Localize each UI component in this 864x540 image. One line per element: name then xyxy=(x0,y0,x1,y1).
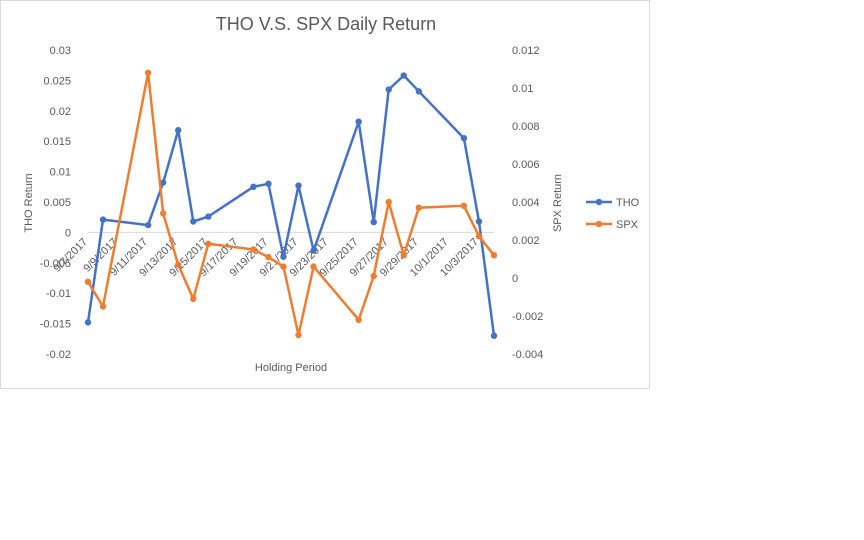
tho-data-point xyxy=(265,180,272,187)
tho-data-point xyxy=(280,253,287,260)
tho-data-point xyxy=(84,319,92,326)
left-tick-label: -0.01 xyxy=(46,288,71,300)
left-tick-label: 0.03 xyxy=(50,45,71,57)
legend-spx-label: SPX xyxy=(616,219,639,231)
tho-data-point xyxy=(144,221,152,229)
left-tick-label: -0.02 xyxy=(46,349,71,361)
chart-svg: THO V.S. SPX Daily Return 0.030.0250.020… xyxy=(23,14,640,374)
right-tick-label: -0.002 xyxy=(512,311,543,323)
x-axis-title: Holding Period xyxy=(255,362,327,374)
spx-data-point xyxy=(205,240,212,247)
tho-data-point xyxy=(475,218,483,225)
chart-area: THO V.S. SPX Daily Return 0.03 0.025 0.02 0… xyxy=(0,0,650,389)
left-axis-title: THO Return xyxy=(23,173,35,232)
tho-data-point xyxy=(370,218,377,226)
legend-spx-marker xyxy=(595,220,603,228)
left-tick-label: -0.005 xyxy=(40,258,71,270)
spx-data-point xyxy=(99,303,107,310)
spx-data-point xyxy=(370,272,377,280)
tho-data-point xyxy=(190,218,197,225)
right-tick-label: 0 xyxy=(512,273,518,285)
legend: THO SPX xyxy=(586,197,640,231)
right-tick-label: 0.01 xyxy=(512,83,533,95)
tho-data-point xyxy=(460,134,468,142)
left-tick-label: 0.005 xyxy=(43,197,71,209)
right-tick-label: 0.004 xyxy=(512,197,540,209)
left-axis-ticks: 0.03 0.025 0.02 0.015 0.01 0.005 0 -0.005 -0.01 -… xyxy=(40,45,71,361)
spx-data-point xyxy=(159,210,167,217)
left-tick-label: 0 xyxy=(65,227,71,239)
spx-data-point xyxy=(265,253,272,261)
tho-data-point xyxy=(205,213,212,220)
spx-data-point xyxy=(295,331,302,339)
spx-data-point xyxy=(310,263,317,270)
tho-data-point xyxy=(175,127,182,134)
spx-data-point xyxy=(460,202,468,209)
tho-data-point xyxy=(250,183,257,190)
right-tick-label: -0.004 xyxy=(512,349,543,361)
spx-data-point xyxy=(475,233,483,240)
spx-data-point xyxy=(280,263,287,270)
tho-data-point xyxy=(385,86,392,93)
series-group xyxy=(84,69,498,339)
spx-data-point xyxy=(144,69,152,77)
tho-data-point xyxy=(355,118,362,125)
right-tick-label: 0.002 xyxy=(512,235,540,247)
chart-title: THO V.S. SPX Daily Return xyxy=(216,14,436,34)
spx-data-point xyxy=(415,204,423,211)
spx-data-point xyxy=(190,295,197,303)
spx-data-point xyxy=(400,252,407,259)
right-tick-label: 0.006 xyxy=(512,159,540,171)
left-tick-label: 0.01 xyxy=(50,167,71,179)
spx-data-point xyxy=(84,278,92,285)
spx-data-point xyxy=(250,246,257,253)
spx-data-point xyxy=(490,252,498,259)
tho-series-line xyxy=(86,74,496,338)
right-axis-title: SPX Return xyxy=(552,174,564,232)
tho-data-point xyxy=(295,182,302,189)
tho-data-point xyxy=(159,179,167,186)
legend-tho-label: THO xyxy=(616,197,640,209)
right-tick-label: 0.008 xyxy=(512,121,540,133)
tho-data-point xyxy=(310,247,317,254)
tho-data-point xyxy=(400,72,407,79)
spx-data-point xyxy=(385,198,392,206)
left-tick-label: 0.02 xyxy=(50,106,71,118)
tho-data-point xyxy=(490,332,498,339)
right-tick-label: 0.012 xyxy=(512,45,540,57)
spx-series-line xyxy=(86,71,496,337)
tho-data-point xyxy=(99,216,107,223)
tho-data-point xyxy=(415,88,423,95)
right-axis-ticks: 0.012 0.01 0.008 0.006 0.004 0.002 0 -0.002 -0.0… xyxy=(512,45,543,361)
legend-tho-marker xyxy=(595,198,603,206)
spx-data-point xyxy=(355,316,362,323)
spx-data-point xyxy=(175,261,182,268)
left-tick-label: -0.015 xyxy=(40,319,71,331)
left-tick-label: 0.015 xyxy=(43,136,71,148)
left-tick-label: 0.025 xyxy=(43,75,71,87)
